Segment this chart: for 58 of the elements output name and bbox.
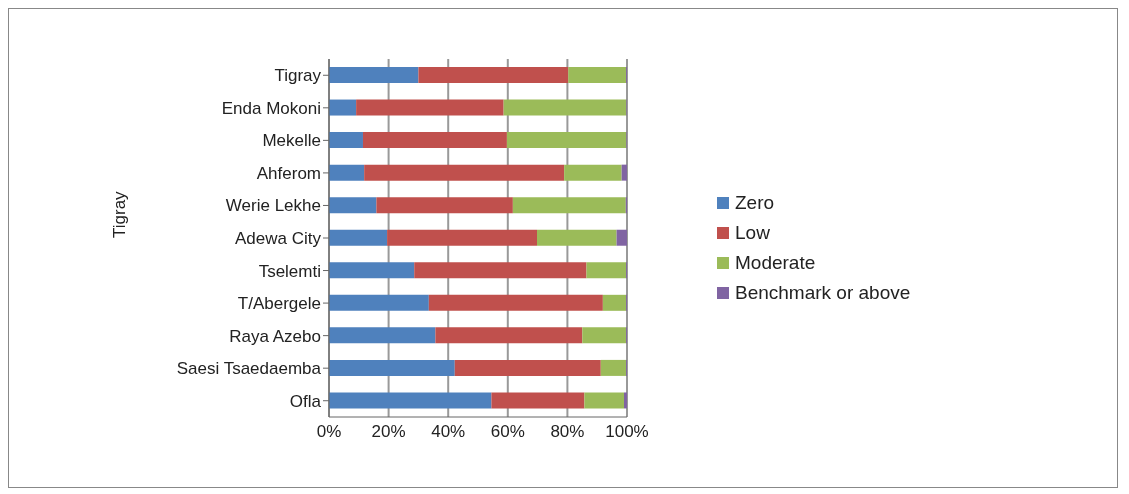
bar [503, 99, 627, 116]
x-tick-label: 100% [605, 422, 649, 442]
bar [362, 132, 507, 149]
y-axis-title: Tigray [110, 190, 130, 238]
x-tick-label: 20% [371, 422, 406, 442]
bar [537, 229, 617, 246]
bar [329, 327, 436, 344]
bar [602, 294, 627, 311]
x-tick-label: 80% [550, 422, 585, 442]
bar [364, 164, 565, 181]
bar [329, 262, 415, 279]
bar [414, 262, 587, 279]
bar [582, 327, 627, 344]
bar [621, 164, 627, 181]
bar [356, 99, 504, 116]
y-tick-label: Saesi Tsaedaemba [176, 359, 322, 379]
x-tick-label: 60% [490, 422, 525, 442]
bar [564, 164, 622, 181]
y-tick-label: Werie Lekhe [225, 196, 321, 216]
legend-label: Zero [735, 191, 775, 215]
legend-label: Low [735, 221, 770, 245]
bar [435, 327, 583, 344]
bar [329, 132, 363, 149]
y-tick-label: Adewa City [235, 229, 322, 249]
bar [418, 67, 569, 83]
bar [624, 392, 627, 409]
bar [329, 294, 429, 311]
x-tick-label: 0% [316, 422, 342, 442]
bar [491, 392, 585, 409]
y-tick-label: Tigray [274, 66, 322, 86]
y-tick-label: Ahferom [256, 163, 321, 183]
bar [329, 164, 365, 181]
bar [600, 359, 627, 376]
bar [329, 392, 492, 409]
y-tick-label: Ofla [289, 391, 322, 411]
bar [376, 197, 513, 214]
bar [329, 229, 388, 246]
bar [586, 262, 627, 279]
bar [506, 132, 627, 149]
bar [428, 294, 603, 311]
bar [329, 197, 377, 214]
y-tick-label: Tselemti [258, 261, 321, 281]
bar [512, 197, 626, 214]
y-tick-label: Raya Azebo [229, 326, 321, 346]
bar [568, 67, 627, 83]
bar [616, 229, 627, 246]
legend-label: Benchmark or above [735, 281, 911, 305]
bar [329, 359, 455, 376]
bar [387, 229, 537, 246]
y-tick-label: T/Abergele [237, 294, 321, 314]
bar [329, 99, 357, 116]
bar [329, 67, 419, 83]
y-tick-label: Enda Mokoni [221, 98, 321, 118]
y-tick-label: Mekelle [262, 131, 321, 151]
bar [584, 392, 625, 409]
legend-label: Moderate [735, 251, 816, 275]
bar [454, 359, 601, 376]
x-tick-label: 40% [431, 422, 466, 442]
